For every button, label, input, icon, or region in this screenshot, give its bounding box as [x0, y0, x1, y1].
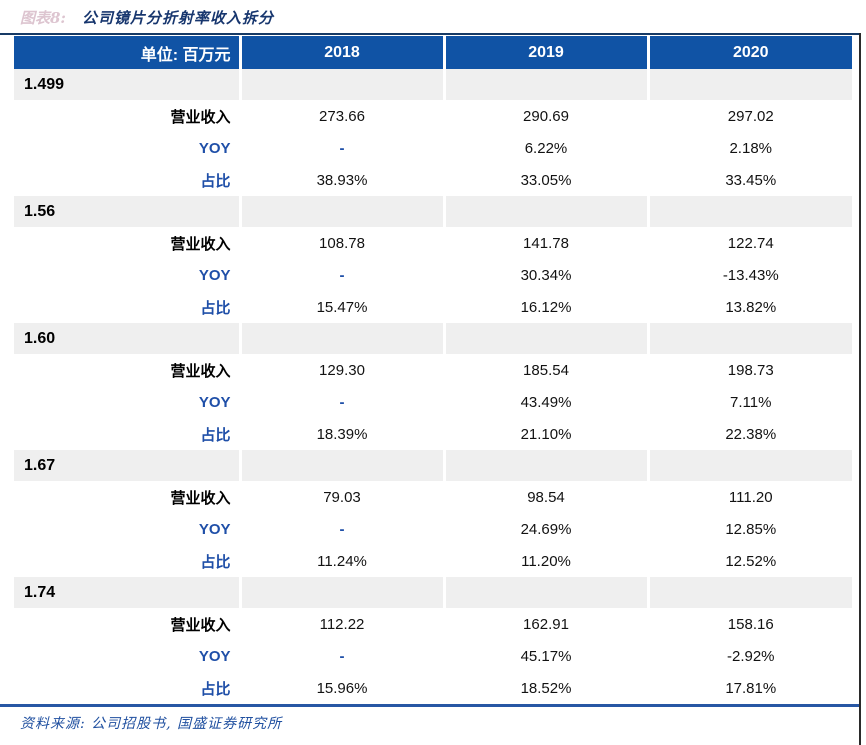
value-cell: 11.20%: [444, 545, 650, 577]
year-header-2018: 2018: [240, 36, 446, 69]
value-cell: -: [240, 640, 446, 672]
value-cell: 12.85%: [648, 513, 852, 545]
row-label-revenue: 营业收入: [14, 608, 242, 640]
value-cell: 22.38%: [648, 418, 852, 450]
share-row: 占比 18.39% 21.10% 22.38%: [14, 418, 852, 450]
value-cell: 15.96%: [240, 672, 446, 704]
value-cell: 17.81%: [648, 672, 852, 704]
value-cell: 79.03: [240, 481, 446, 513]
value-cell: 18.39%: [240, 418, 446, 450]
section-row-1499: 1.499: [14, 69, 852, 100]
value-cell: -2.92%: [648, 640, 852, 672]
value-cell: 7.11%: [648, 386, 852, 418]
value-cell: 108.78: [240, 227, 446, 259]
value-cell: 198.73: [648, 354, 852, 386]
row-label-revenue: 营业收入: [14, 481, 242, 513]
value-cell: 18.52%: [444, 672, 650, 704]
value-cell: -: [240, 386, 446, 418]
value-cell: -: [240, 132, 446, 164]
section-row-174: 1.74: [14, 577, 852, 608]
row-label-share: 占比: [14, 291, 242, 323]
yoy-row: YOY - 6.22% 2.18%: [14, 132, 852, 164]
value-cell: 16.12%: [444, 291, 650, 323]
value-cell: 24.69%: [444, 513, 650, 545]
value-cell: 111.20: [648, 481, 852, 513]
row-label-revenue: 营业收入: [14, 354, 242, 386]
value-cell: 33.45%: [648, 164, 852, 196]
revenue-row: 营业收入 273.66 290.69 297.02: [14, 100, 852, 132]
year-header-2019: 2019: [444, 36, 650, 69]
table-bottom-border: [0, 704, 860, 707]
value-cell: 13.82%: [648, 291, 852, 323]
value-cell: -: [240, 259, 446, 291]
value-cell: -: [240, 513, 446, 545]
value-cell: 129.30: [240, 354, 446, 386]
table-header-row: 单位: 百万元 2018 2019 2020: [14, 36, 852, 69]
share-row: 占比 15.96% 18.52% 17.81%: [14, 672, 852, 704]
value-cell: 162.91: [444, 608, 650, 640]
source-note: 资料来源: 公司招股书, 国盛证券研究所: [20, 716, 283, 732]
value-cell: 122.74: [648, 227, 852, 259]
value-cell: 45.17%: [444, 640, 650, 672]
value-cell: 141.78: [444, 227, 650, 259]
revenue-row: 营业收入 108.78 141.78 122.74: [14, 227, 852, 259]
section-label: 1.60: [14, 323, 242, 354]
unit-header-cell: 单位: 百万元: [14, 36, 242, 69]
value-cell: 21.10%: [444, 418, 650, 450]
value-cell: -13.43%: [648, 259, 852, 291]
row-label-revenue: 营业收入: [14, 227, 242, 259]
revenue-row: 营业收入 112.22 162.91 158.16: [14, 608, 852, 640]
value-cell: 30.34%: [444, 259, 650, 291]
row-label-revenue: 营业收入: [14, 100, 242, 132]
value-cell: 112.22: [240, 608, 446, 640]
value-cell: 185.54: [444, 354, 650, 386]
value-cell: 15.47%: [240, 291, 446, 323]
row-label-yoy: YOY: [14, 513, 242, 545]
value-cell: 12.52%: [648, 545, 852, 577]
share-row: 占比 15.47% 16.12% 13.82%: [14, 291, 852, 323]
section-row-160: 1.60: [14, 323, 852, 354]
page-column-divider: [859, 33, 861, 745]
value-cell: 2.18%: [648, 132, 852, 164]
yoy-row: YOY - 45.17% -2.92%: [14, 640, 852, 672]
section-row-156: 1.56: [14, 196, 852, 227]
row-label-yoy: YOY: [14, 386, 242, 418]
revenue-breakdown-table: 单位: 百万元 2018 2019 2020 1.499 营业收入 273.66…: [14, 36, 852, 704]
figure-title: 图表8: 公司镜片分折射率收入拆分: [0, 0, 866, 33]
value-cell: 297.02: [648, 100, 852, 132]
share-row: 占比 38.93% 33.05% 33.45%: [14, 164, 852, 196]
row-label-share: 占比: [14, 164, 242, 196]
section-label: 1.67: [14, 450, 242, 481]
value-cell: 158.16: [648, 608, 852, 640]
yoy-row: YOY - 24.69% 12.85%: [14, 513, 852, 545]
row-label-share: 占比: [14, 672, 242, 704]
section-label: 1.56: [14, 196, 242, 227]
row-label-yoy: YOY: [14, 132, 242, 164]
value-cell: 6.22%: [444, 132, 650, 164]
value-cell: 33.05%: [444, 164, 650, 196]
value-cell: 290.69: [444, 100, 650, 132]
value-cell: 43.49%: [444, 386, 650, 418]
value-cell: 273.66: [240, 100, 446, 132]
revenue-row: 营业收入 79.03 98.54 111.20: [14, 481, 852, 513]
section-row-167: 1.67: [14, 450, 852, 481]
section-label: 1.499: [14, 69, 242, 100]
row-label-share: 占比: [14, 418, 242, 450]
section-label: 1.74: [14, 577, 242, 608]
year-header-2020: 2020: [648, 36, 852, 69]
row-label-yoy: YOY: [14, 259, 242, 291]
row-label-share: 占比: [14, 545, 242, 577]
figure-number-label: 图表8:: [20, 9, 66, 27]
value-cell: 98.54: [444, 481, 650, 513]
yoy-row: YOY - 43.49% 7.11%: [14, 386, 852, 418]
revenue-row: 营业收入 129.30 185.54 198.73: [14, 354, 852, 386]
figure-title-text: 公司镜片分折射率收入拆分: [81, 9, 274, 27]
value-cell: 38.93%: [240, 164, 446, 196]
share-row: 占比 11.24% 11.20% 12.52%: [14, 545, 852, 577]
title-underline: [0, 33, 860, 35]
value-cell: 11.24%: [240, 545, 446, 577]
yoy-row: YOY - 30.34% -13.43%: [14, 259, 852, 291]
row-label-yoy: YOY: [14, 640, 242, 672]
